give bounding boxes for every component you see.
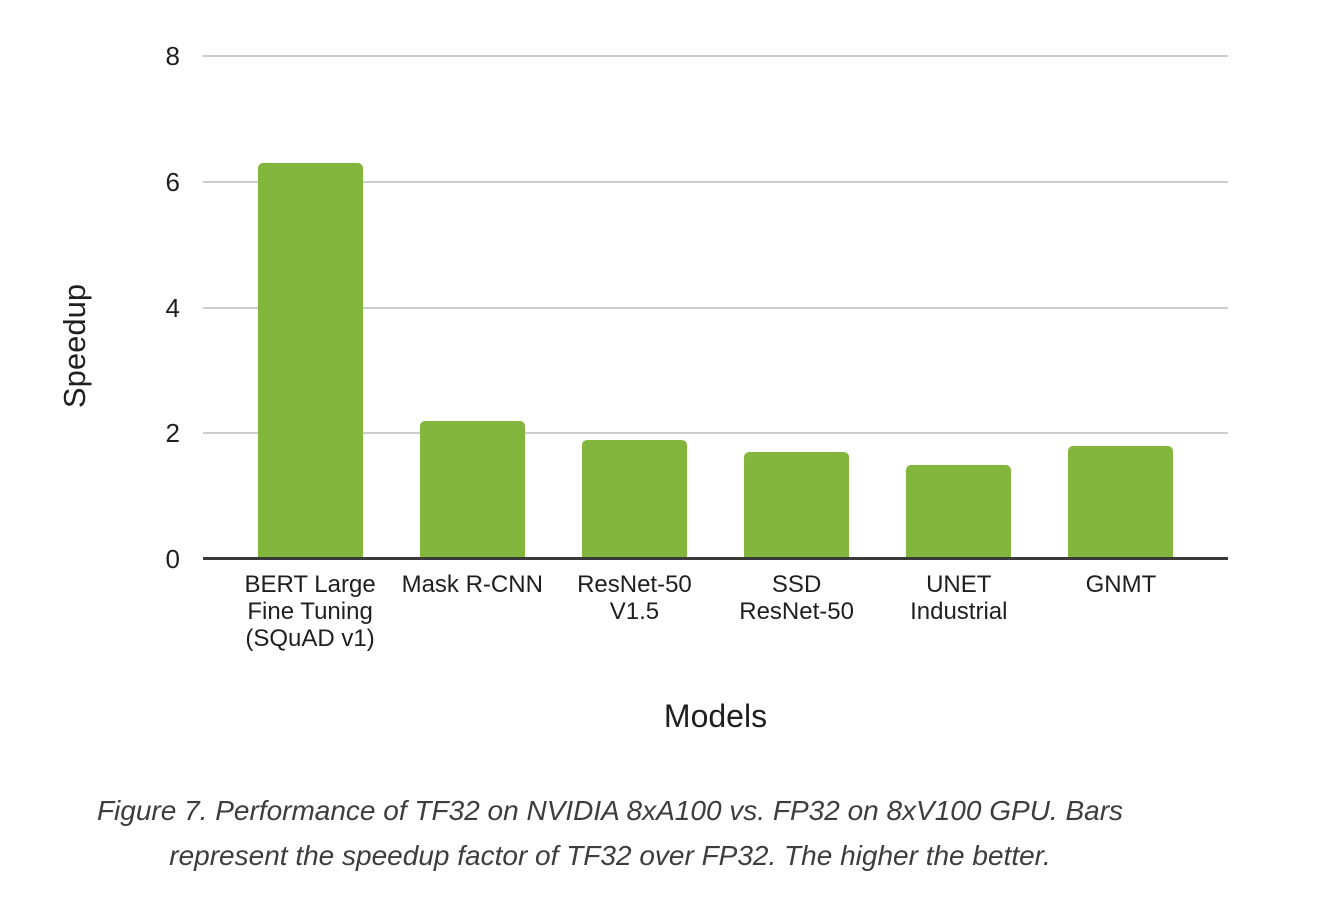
bar-6 — [1068, 445, 1174, 559]
y-axis-tick-labels: 8 6 4 2 0 — [130, 42, 190, 573]
bar-slot — [1040, 56, 1202, 559]
gridline-4 — [203, 306, 1228, 309]
y-tick-label-0: 0 — [165, 544, 180, 574]
plot-area — [203, 55, 1228, 560]
gridline-8 — [203, 55, 1228, 57]
bar-slot — [553, 56, 715, 559]
y-axis-title: Speedup — [57, 283, 92, 409]
bar-slot — [391, 56, 553, 559]
x-tick-label-1: BERT Large Fine Tuning (SQuAD v1) — [244, 571, 376, 652]
gridline-2 — [203, 432, 1228, 435]
x-tick-label-2: Mask R-CNN — [401, 571, 543, 598]
y-tick-label-8: 8 — [165, 41, 180, 71]
bar-slot — [716, 56, 878, 559]
y-tick-label-4: 4 — [165, 292, 180, 323]
y-tick-label-6: 6 — [165, 166, 180, 197]
x-axis-line — [203, 557, 1228, 560]
x-tick-label-6: GNMT — [1085, 571, 1157, 598]
bar-2 — [419, 420, 525, 559]
figure-caption: Figure 7. Performance of TF32 on NVIDIA … — [96, 795, 1124, 871]
x-tick-label-3: ResNet-50 V1.5 — [577, 571, 692, 625]
gridline-6 — [203, 180, 1228, 183]
x-axis-labels: BERT Large Fine Tuning (SQuAD v1) Mask R-… — [203, 571, 1228, 652]
bar-slot — [229, 56, 391, 559]
x-tick-label-4: SSD ResNet-50 — [739, 571, 854, 625]
bar-1 — [257, 162, 363, 559]
bars-row — [203, 56, 1228, 559]
bar-3 — [581, 439, 687, 559]
bar-slot — [878, 56, 1040, 559]
bar-5 — [906, 464, 1012, 559]
bar-4 — [744, 452, 850, 559]
x-axis-title: Models — [663, 698, 768, 734]
y-tick-label-2: 2 — [165, 418, 180, 449]
x-tick-label-5: UNET Industrial — [910, 571, 1008, 625]
